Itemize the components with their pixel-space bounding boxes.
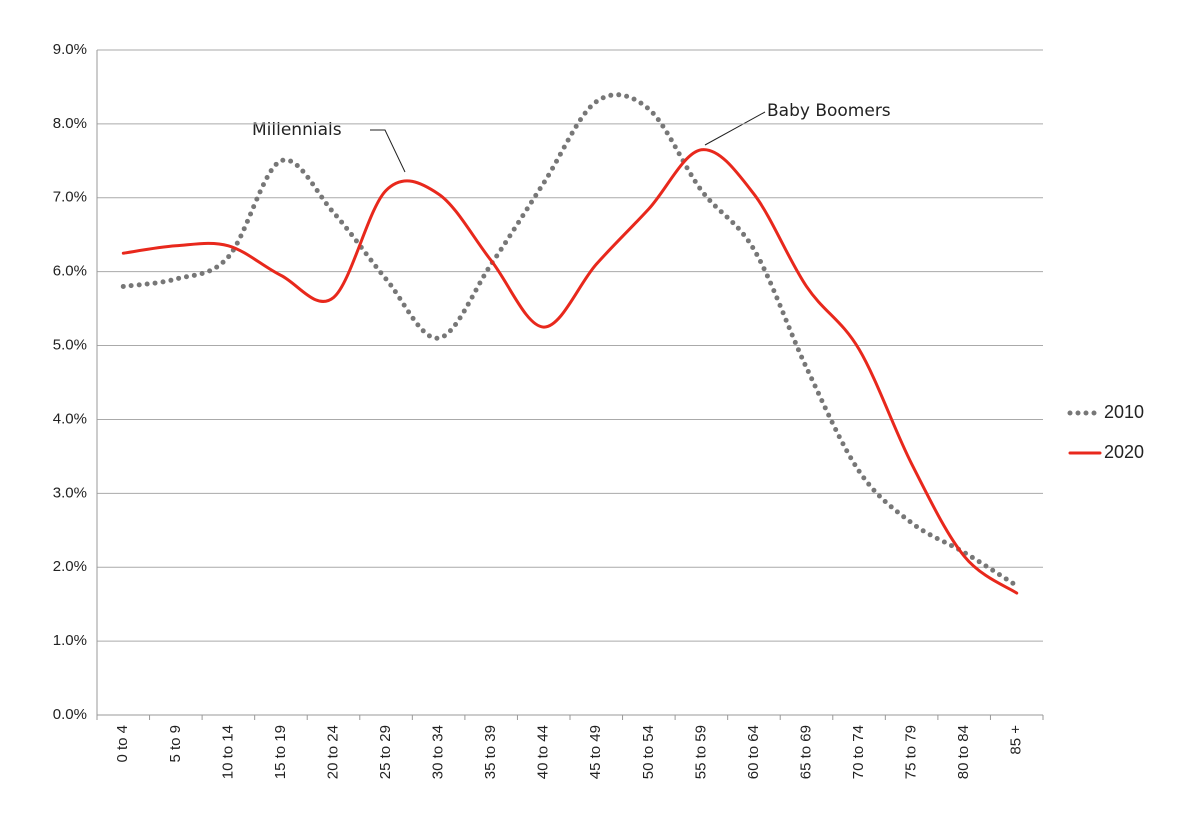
x-tick-label: 10 to 14 (219, 725, 236, 779)
x-tick-label: 75 to 79 (903, 725, 920, 779)
line (121, 148, 1019, 595)
x-tick-label: 55 to 59 (692, 725, 709, 779)
x-tick-label: 35 to 39 (482, 725, 499, 779)
x-tick-label: 85 + (1008, 725, 1025, 755)
x-tick-label: 25 to 29 (377, 725, 394, 779)
y-tick-label: 1.0% (53, 632, 87, 649)
x-tick-label: 30 to 34 (430, 725, 447, 779)
x-tick-label: 60 to 64 (745, 725, 762, 779)
y-tick-label: 4.0% (53, 410, 87, 427)
legend-label: 2020 (1104, 442, 1144, 462)
annotation-leader (704, 111, 766, 146)
x-tick-label: 70 to 74 (850, 725, 867, 779)
y-tick-label: 9.0% (53, 41, 87, 58)
x-tick-label: 45 to 49 (587, 725, 604, 779)
y-tick-label: 2.0% (53, 558, 87, 575)
x-tick-label: 50 to 54 (640, 725, 657, 779)
x-tick-label: 15 to 19 (272, 725, 289, 779)
annotation: Baby Boomers (767, 101, 891, 121)
y-tick-label: 8.0% (53, 115, 87, 132)
x-tick-label: 40 to 44 (535, 725, 552, 779)
x-tick-label: 0 to 4 (114, 725, 131, 763)
y-tick-label: 0.0% (53, 706, 87, 723)
annotation-leader (370, 129, 406, 173)
line (120, 92, 1020, 589)
y-tick-label: 7.0% (53, 189, 87, 206)
x-tick-label: 20 to 24 (324, 725, 341, 779)
x-tick-label: 65 to 69 (797, 725, 814, 779)
y-tick-label: 3.0% (53, 484, 87, 501)
x-tick-label: 80 to 84 (955, 725, 972, 779)
y-tick-label: 5.0% (53, 337, 87, 354)
y-tick-label: 6.0% (53, 263, 87, 280)
legend-label: 2010 (1104, 402, 1144, 422)
x-tick-label: 5 to 9 (167, 725, 184, 763)
annotation: Millennials (252, 120, 342, 140)
